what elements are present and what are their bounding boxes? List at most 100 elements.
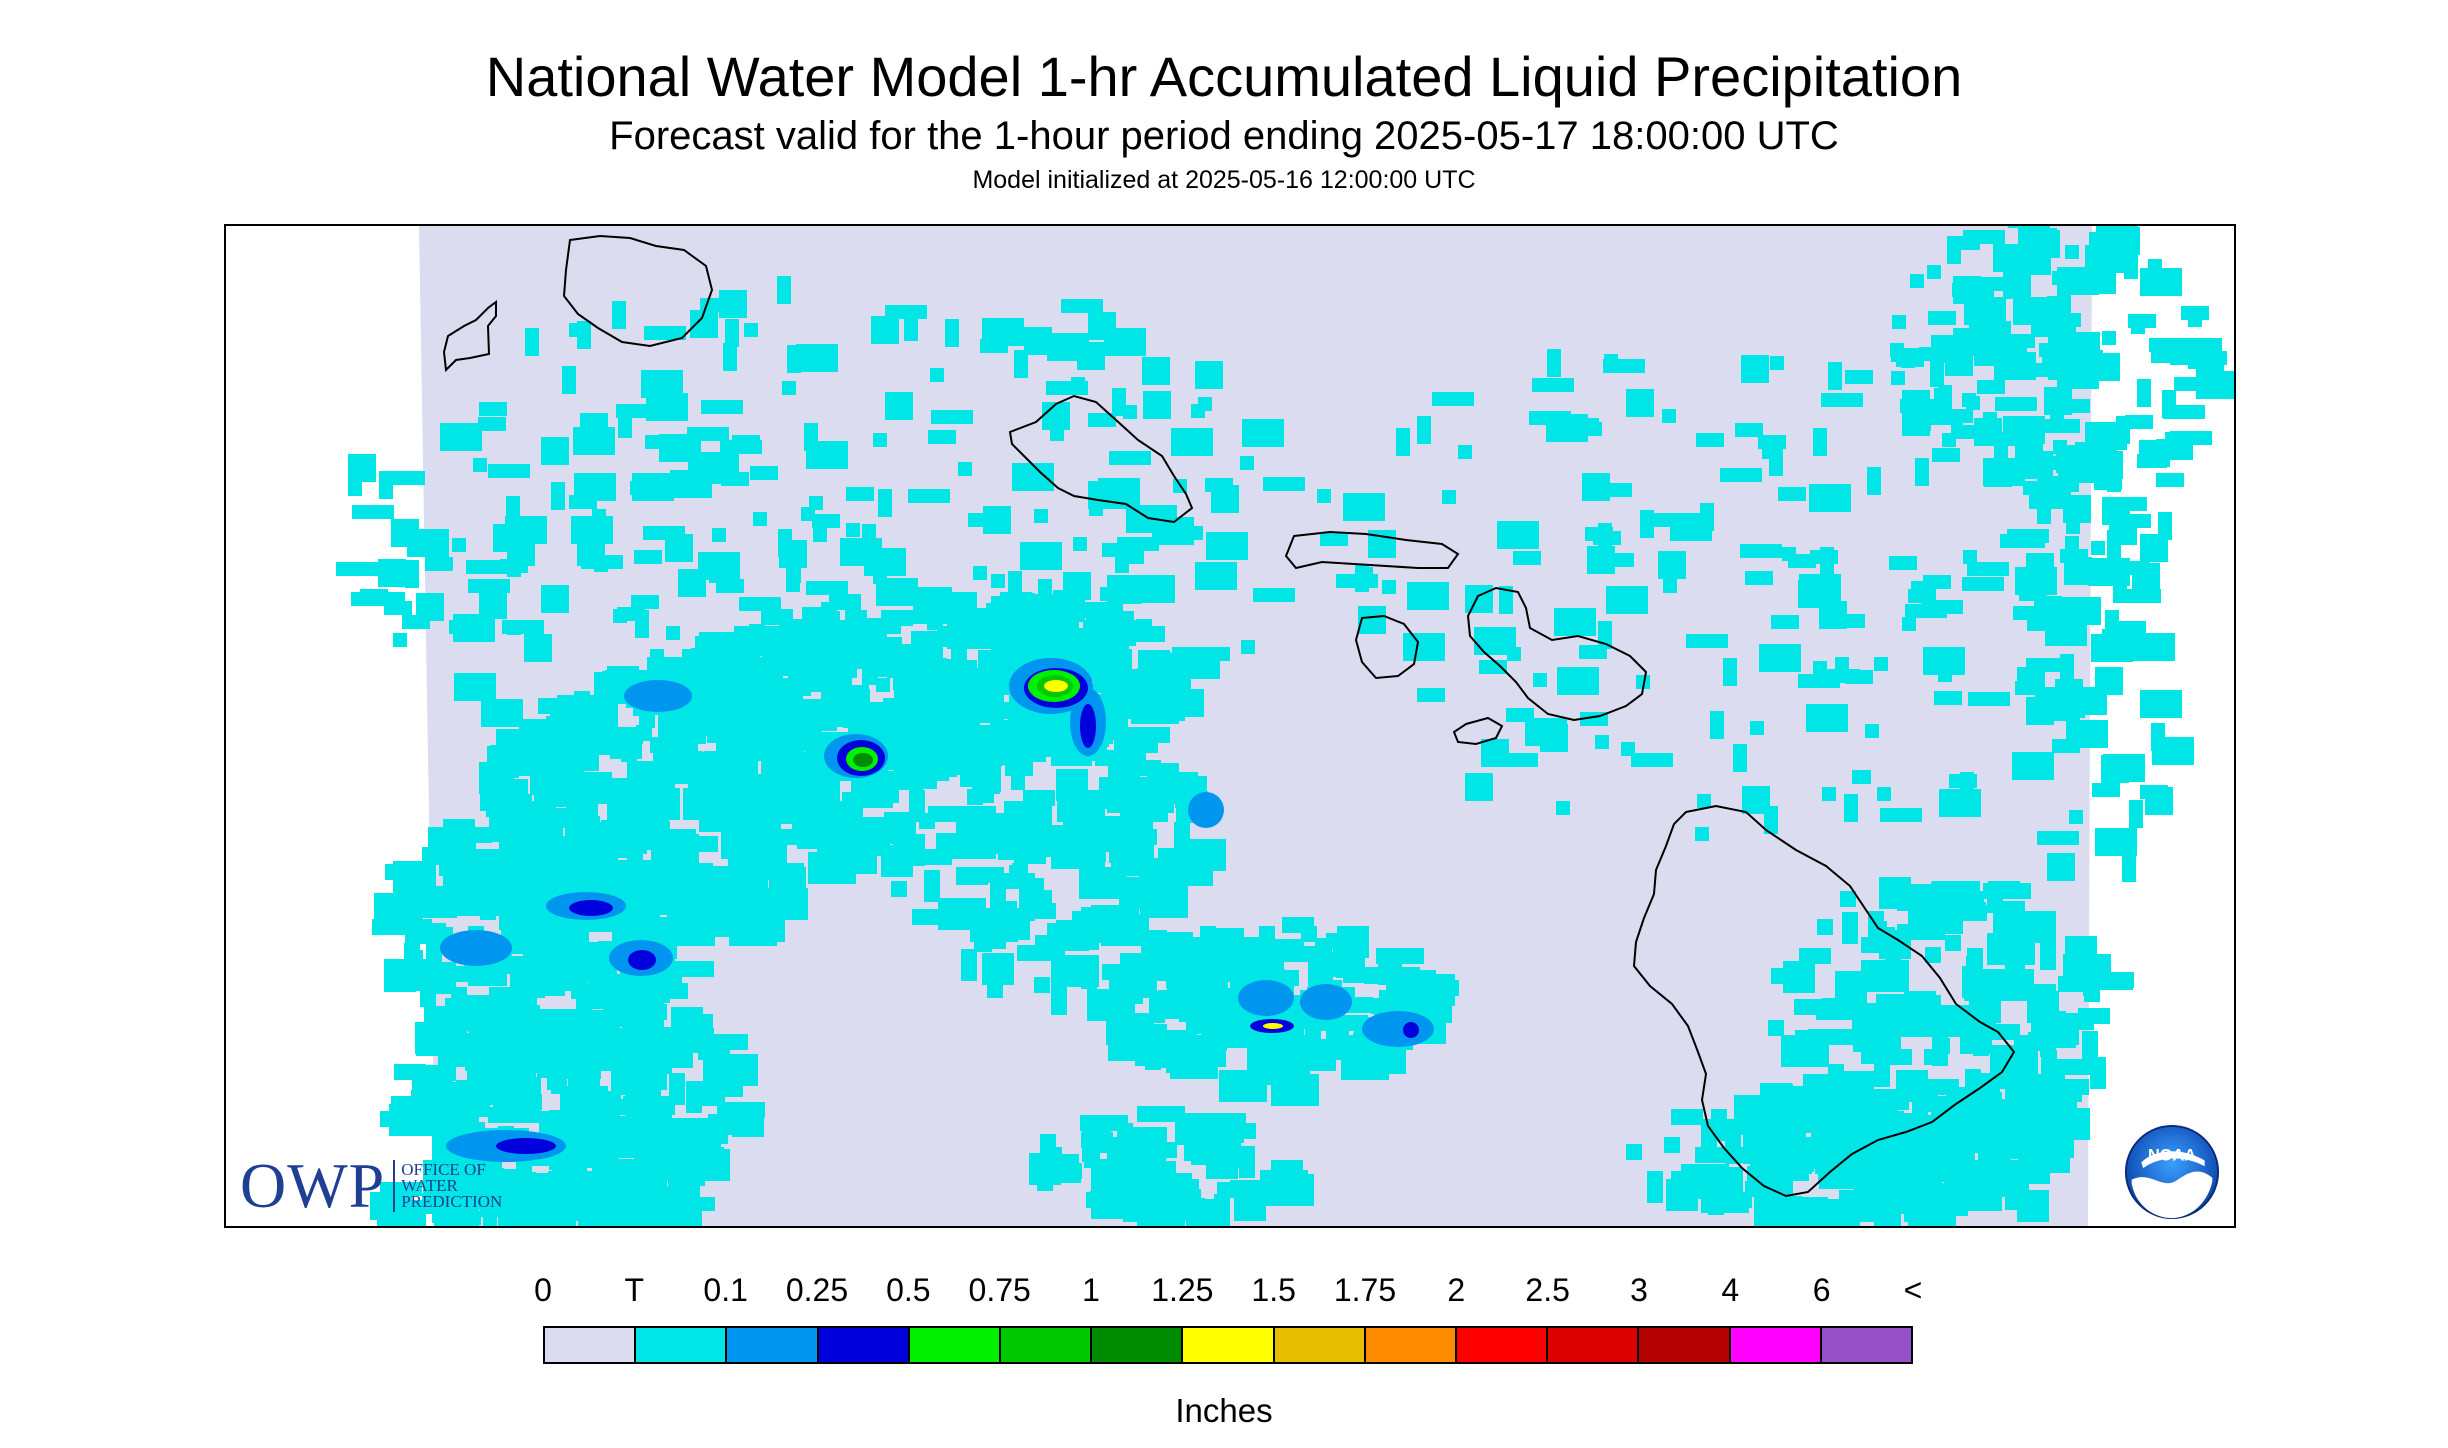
precip-cell: [378, 559, 406, 587]
precip-cell: [1178, 839, 1226, 871]
precip-cell: [1474, 627, 1516, 655]
precip-cell: [582, 780, 630, 796]
precip-cell: [753, 512, 767, 526]
precip-core: [1403, 1022, 1419, 1038]
precip-cell: [772, 863, 804, 879]
precip-cell: [336, 562, 378, 576]
precip-cell: [1904, 991, 1936, 1007]
precip-cell: [1171, 428, 1213, 456]
precip-cell: [1973, 1040, 1989, 1056]
precip-cell: [956, 867, 1004, 883]
precip-cell: [1108, 750, 1140, 782]
precip-cell: [1606, 586, 1648, 614]
precip-cell: [808, 852, 856, 884]
precip-cell: [1970, 902, 1986, 918]
precip-cell: [741, 835, 757, 851]
precip-cell: [488, 464, 530, 478]
precip-cell: [891, 881, 907, 897]
precip-cell: [1112, 388, 1126, 416]
precip-cell: [1809, 484, 1851, 512]
precip-cell: [1191, 404, 1205, 418]
precip-cell: [720, 440, 762, 454]
precip-cell: [1840, 891, 1856, 907]
precip-cell: [1735, 423, 1763, 437]
precip-cell: [723, 343, 737, 371]
precip-cell: [908, 489, 950, 503]
precip-cell: [1906, 884, 1954, 900]
precip-cell: [348, 482, 362, 496]
precip-cell: [683, 788, 699, 820]
precip-cell: [1020, 542, 1062, 570]
precip-cell: [1701, 1197, 1749, 1213]
precip-cell: [1905, 604, 1947, 618]
precip-cell: [446, 1189, 474, 1203]
precip-cell: [627, 1214, 655, 1226]
precip-cell: [1880, 808, 1922, 822]
precip-cell: [980, 691, 996, 723]
legend-tick-7: 1.25: [1151, 1272, 1214, 1308]
precip-cell: [2038, 419, 2080, 433]
legend-tick-6: 1: [1082, 1272, 1100, 1308]
precip-cell: [1079, 867, 1127, 899]
precip-cell: [452, 538, 466, 552]
precip-cell: [860, 703, 876, 735]
precip-cell: [669, 1073, 685, 1105]
precip-cell: [983, 506, 1011, 534]
precip-core: [1044, 680, 1068, 692]
precip-cell: [2064, 453, 2078, 481]
precip-cell: [912, 909, 960, 925]
precip-cell: [913, 592, 929, 624]
precip-cell: [1927, 265, 1941, 279]
precip-cell: [878, 489, 892, 517]
precip-cell: [2151, 723, 2165, 751]
owp-logo: OWP OFFICE OF WATER PREDICTION: [240, 1154, 502, 1218]
precip-cell: [1104, 328, 1146, 356]
precip-cell: [1465, 773, 1493, 801]
precip-cell: [1845, 370, 1873, 384]
precip-cell: [2139, 440, 2167, 468]
precip-cell: [533, 1009, 581, 1025]
precip-cell: [574, 473, 616, 501]
precip-cell: [1185, 1189, 1201, 1221]
legend-tick-2: 0.1: [703, 1272, 748, 1308]
precip-cell: [516, 958, 564, 990]
precip-cell: [348, 454, 376, 482]
precip-cell: [1121, 982, 1153, 998]
precip-cell: [576, 701, 608, 717]
precip-cell: [1882, 965, 1898, 981]
precip-cell: [1771, 968, 1787, 984]
precip-cell: [398, 1202, 426, 1226]
precip-cell: [812, 514, 840, 528]
precip-cell: [1353, 1033, 1369, 1065]
precip-cell: [541, 585, 569, 613]
precip-cell: [1686, 634, 1728, 648]
precip-cell: [360, 589, 388, 603]
precip-cell: [2158, 512, 2172, 540]
precip-cell: [2017, 534, 2045, 548]
owp-logo-separator: [393, 1160, 396, 1212]
precip-cell: [2015, 567, 2057, 595]
precip-cell: [1891, 371, 1905, 385]
precip-cell: [1152, 1052, 1168, 1068]
precip-core: [1263, 1023, 1283, 1029]
legend-tick-5: 0.75: [968, 1272, 1031, 1308]
precip-cell: [1012, 463, 1054, 491]
precip-cell: [1050, 427, 1064, 441]
precip-cell: [930, 368, 944, 382]
precip-cell: [1770, 356, 1784, 370]
precip-cell: [1913, 1203, 1929, 1226]
precip-cell: [888, 849, 936, 865]
precip-cell: [510, 1219, 552, 1226]
precip-cell: [1750, 721, 1764, 735]
legend-swatch-5: [1001, 1328, 1093, 1362]
precipitation-map[interactable]: OWP OFFICE OF WATER PREDICTION NOAA: [224, 224, 2236, 1228]
precip-cell: [1695, 827, 1709, 841]
precip-cell: [873, 433, 887, 447]
precip-cell: [650, 737, 698, 753]
precip-cell: [1636, 675, 1650, 689]
precip-cell: [1742, 786, 1770, 814]
precip-cell: [1481, 739, 1509, 767]
precip-cell: [778, 529, 792, 557]
precip-cell: [1931, 335, 1973, 363]
legend-swatch-11: [1548, 1328, 1640, 1362]
